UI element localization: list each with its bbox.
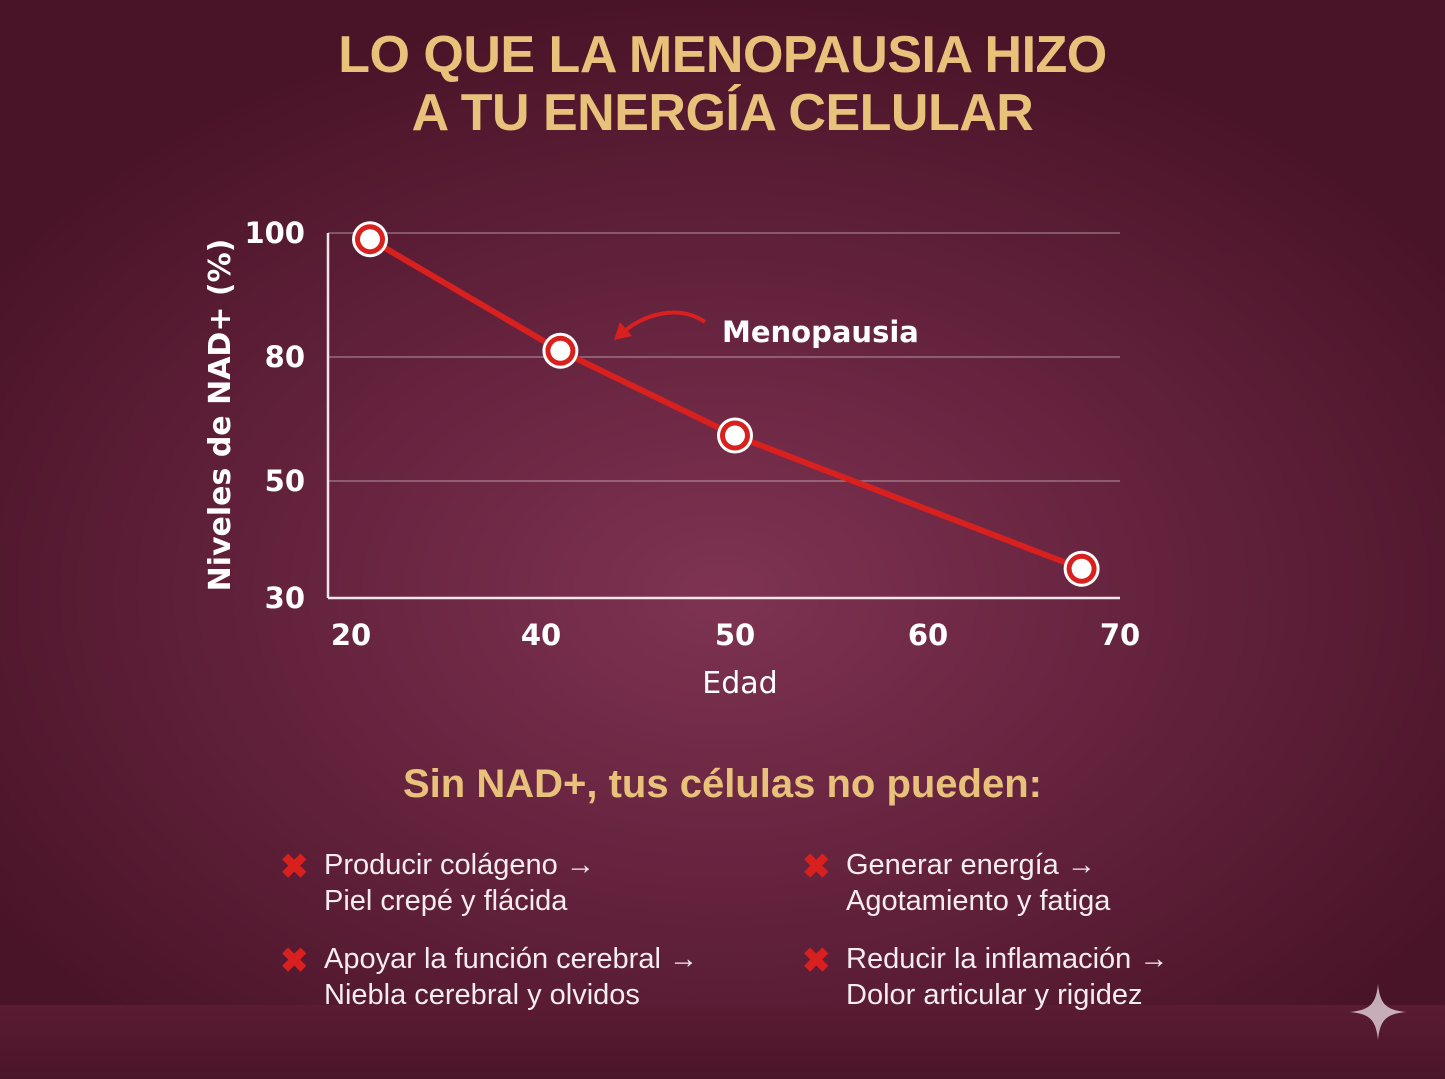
subtitle: Sin NAD+, tus células no pueden: [403, 762, 1042, 806]
x-mark-icon: ✖ [802, 848, 831, 886]
y-axis-label: Niveles de NAD+ (%) [203, 239, 238, 592]
list-item: ✖ Apoyar la función cerebral → Niebla ce… [280, 941, 698, 1013]
bottom-band [0, 1005, 1445, 1079]
x-tick-label: 40 [521, 618, 561, 652]
annotation-arrow-icon [618, 310, 707, 337]
x-tick-label: 20 [331, 618, 371, 652]
annotation-arrowhead [614, 322, 632, 340]
annotation-label: Menopausia [722, 315, 919, 349]
list-item: ✖ Producir colágeno → Piel crepé y fláci… [280, 847, 595, 919]
page-title: LO QUE LA MENOPAUSIA HIZO A TU ENERGÍA C… [0, 26, 1445, 142]
item-title: Apoyar la función cerebral → [324, 943, 698, 975]
x-mark-icon: ✖ [280, 848, 309, 886]
x-tick-label: 70 [1100, 618, 1140, 652]
item-title: Reducir la inflamación → [846, 943, 1169, 975]
sparkle-icon [1350, 984, 1406, 1040]
item-detail: Piel crepé y flácida [324, 885, 568, 917]
list-item: ✖ Reducir la inflamación → Dolor articul… [802, 941, 1169, 1013]
item-detail: Niebla cerebral y olvidos [324, 979, 640, 1011]
y-tick-label: 100 [244, 216, 305, 250]
series-line [368, 236, 1083, 572]
y-tick-label: 50 [265, 464, 305, 498]
item-detail: Agotamiento y fatiga [846, 885, 1111, 917]
data-point [360, 229, 380, 250]
data-point [1071, 558, 1092, 579]
item-title: Producir colágeno → [324, 849, 595, 881]
title-line-1: LO QUE LA MENOPAUSIA HIZO [338, 26, 1107, 84]
item-title: Generar energía → [846, 849, 1096, 881]
data-point [725, 425, 745, 446]
item-detail: Dolor articular y rigidez [846, 979, 1143, 1011]
y-tick-label: 80 [265, 340, 305, 374]
y-tick-label: 30 [265, 581, 305, 615]
x-tick-label: 60 [908, 618, 948, 652]
title-line-2: A TU ENERGÍA CELULAR [411, 84, 1034, 142]
x-axis-label: Edad [702, 666, 777, 701]
x-tick-label: 50 [715, 618, 755, 652]
x-mark-icon: ✖ [802, 942, 831, 980]
list-item: ✖ Generar energía → Agotamiento y fatiga [802, 847, 1111, 919]
x-mark-icon: ✖ [280, 942, 309, 980]
data-point [550, 340, 571, 361]
